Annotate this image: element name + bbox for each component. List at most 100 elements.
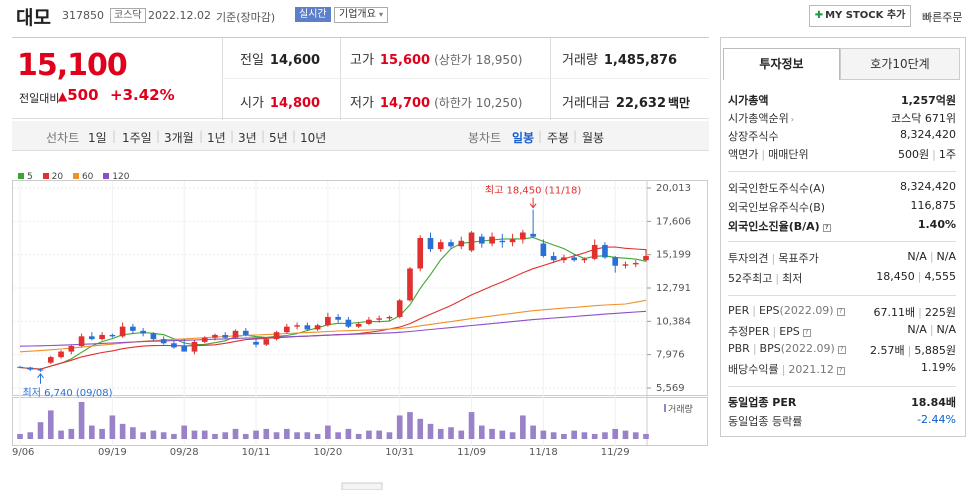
- candle-daily[interactable]: 일봉: [512, 131, 535, 145]
- company-overview-label: 기업개요: [339, 9, 376, 20]
- dividend-label-group: 배당수익률 | 2021.12?: [728, 361, 845, 377]
- foreign-limit-row: 외국인한도주식수(A) 8,324,420: [728, 180, 956, 198]
- separator: |: [112, 129, 117, 143]
- candle-body: [232, 330, 239, 338]
- divider: [728, 171, 956, 172]
- candle-weekly[interactable]: 주봉: [547, 131, 570, 145]
- low-price-value: 14,700: [379, 96, 431, 111]
- low-price: 저가 14,700 (하한가 10,250): [350, 92, 522, 111]
- legend-ma120: 120: [103, 172, 129, 182]
- candle-body: [314, 325, 321, 330]
- volume-bar: [27, 432, 34, 439]
- help-icon[interactable]: ?: [837, 346, 846, 354]
- tab-investment-info[interactable]: 투자정보: [723, 48, 840, 80]
- x-tick-label: 11/18: [529, 447, 558, 458]
- separator: |: [772, 325, 777, 338]
- volume-bar: [591, 433, 598, 439]
- candle-body: [68, 346, 75, 352]
- candle-body: [632, 262, 639, 265]
- target-label: 목표주가: [778, 252, 819, 265]
- volume-legend-swatch: [664, 404, 666, 412]
- tab-order-book[interactable]: 호가10단계: [840, 48, 960, 80]
- lower-limit: (하한가 10,250): [434, 96, 523, 110]
- volume-bar: [396, 415, 403, 439]
- w52-value-group: 18,450 | 4,555: [876, 270, 956, 283]
- candle-body: [304, 325, 311, 330]
- volume-bar: [602, 432, 608, 439]
- candle-body: [448, 242, 454, 247]
- ma-legend: 5 20 60 120: [18, 172, 136, 182]
- x-tick-label: 09/19: [98, 447, 127, 458]
- candle-body: [27, 367, 34, 370]
- sector-per-label: 동일업종 PER: [728, 396, 797, 409]
- chevron-right-icon[interactable]: ›: [790, 115, 794, 124]
- candle-monthly[interactable]: 월봉: [582, 131, 605, 145]
- legend-label: 60: [81, 172, 94, 182]
- legend-ma20: 20: [42, 172, 63, 182]
- x-tick-label: 10/31: [385, 447, 414, 458]
- help-icon[interactable]: ?: [802, 329, 811, 337]
- candle-body: [458, 240, 465, 247]
- stock-header: 대모 317850 코스닥 2022.12.02 기준(장마감) 실시간 기업개…: [0, 0, 974, 32]
- period-1w[interactable]: 1주일: [122, 131, 152, 145]
- chart-canvas[interactable]: 20,013 17,606 15,199 12,791 10,384 7,976 5,569…: [12, 152, 709, 490]
- period-3y[interactable]: 3년: [238, 131, 257, 145]
- candle-body: [602, 244, 608, 258]
- candle-body: [283, 326, 290, 333]
- legend-ma5: 5: [18, 172, 33, 182]
- period-10y[interactable]: 10년: [300, 131, 327, 145]
- realtime-button[interactable]: 실시간: [295, 7, 331, 22]
- sector-per-row: 동일업종 PER 18.84배: [728, 394, 956, 412]
- volume-bar: [581, 432, 588, 439]
- volume-bar: [530, 425, 536, 439]
- price-diff-pct: +3.42%: [110, 86, 175, 104]
- y-tick-label: 5,569: [656, 383, 685, 394]
- x-tick-label: 10/11: [242, 447, 271, 458]
- foreign-ratio-value: 1.40%: [917, 218, 956, 231]
- volume-bar: [232, 428, 239, 439]
- candle-body: [119, 326, 126, 337]
- est-per-value: N/A: [907, 323, 927, 336]
- candle-body: [376, 318, 383, 320]
- help-icon[interactable]: ?: [836, 308, 845, 316]
- separator: |: [752, 342, 757, 355]
- quick-order-link[interactable]: 빠른주문: [922, 11, 963, 24]
- price-summary: 15,100 전일대비 ▲500 +3.42% 전일 14,600 고가 15,60…: [12, 37, 709, 120]
- est-eps-value: N/A: [936, 323, 956, 336]
- separator: |: [292, 129, 297, 143]
- volume-bar: [78, 402, 85, 439]
- period-3m[interactable]: 3개월: [164, 131, 194, 145]
- ma-line-20: [19, 246, 647, 370]
- quote-date: 2022.12.02: [148, 9, 211, 22]
- shares-value: 8,324,420: [900, 128, 956, 141]
- legend-swatch: [103, 173, 110, 179]
- help-icon[interactable]: ?: [836, 367, 845, 375]
- foreign-limit-label: 외국인한도주식수(A): [728, 182, 826, 195]
- opinion-label: 투자의견: [728, 252, 769, 265]
- candle-body: [622, 264, 629, 266]
- separator: |: [538, 129, 543, 143]
- w52-low-label: 최저: [782, 272, 803, 285]
- y-tick-label: 20,013: [656, 183, 691, 194]
- candle-body: [437, 242, 444, 250]
- period-1d[interactable]: 1일: [88, 131, 107, 145]
- help-icon[interactable]: ?: [822, 224, 831, 232]
- period-1y[interactable]: 1년: [207, 131, 226, 145]
- sector-per-value: 18.84배: [911, 396, 956, 409]
- high-price-label: 고가: [350, 53, 374, 68]
- mystock-add-button[interactable]: ✚ MY STOCK 추가: [809, 5, 911, 27]
- volume-bar: [37, 422, 44, 439]
- volume-legend-label: 거래량: [668, 403, 693, 415]
- candle-body: [396, 300, 403, 317]
- dividend-row: 배당수익률 | 2021.12? 1.19%: [728, 361, 956, 379]
- volume-bar: [191, 430, 198, 439]
- period-5y[interactable]: 5년: [269, 131, 288, 145]
- info-tabs: 투자정보 호가10단계: [721, 38, 965, 80]
- prev-diff-label: 전일대비: [19, 92, 60, 105]
- x-tick-label: 11/09: [457, 447, 486, 458]
- company-overview-dropdown[interactable]: 기업개요 ▾: [334, 7, 389, 23]
- divider: [728, 295, 956, 296]
- y-tick-label: 7,976: [656, 350, 685, 361]
- w52-high-value: 18,450: [876, 270, 915, 283]
